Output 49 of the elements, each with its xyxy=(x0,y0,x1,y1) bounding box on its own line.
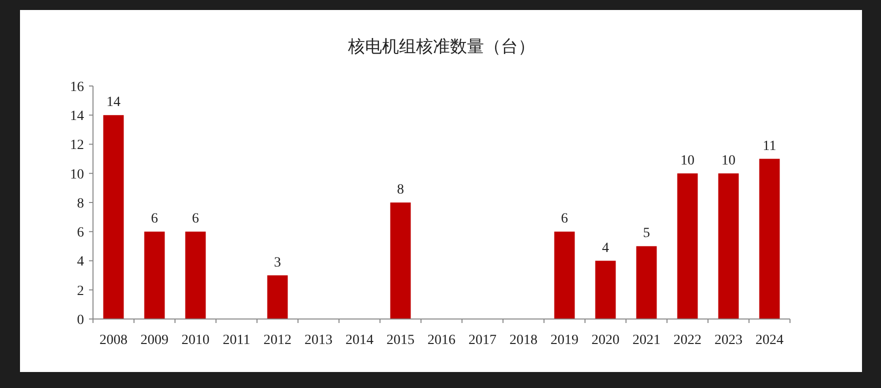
x-tick-label: 2024 xyxy=(756,333,784,348)
data-label: 8 xyxy=(397,182,404,198)
data-label: 14 xyxy=(106,95,120,110)
bar xyxy=(390,202,411,319)
y-tick-label: 2 xyxy=(77,284,84,299)
y-tick-label: 12 xyxy=(70,138,84,154)
bar xyxy=(595,260,616,319)
bar xyxy=(144,232,165,319)
x-tick-label: 2020 xyxy=(592,333,620,348)
bar xyxy=(718,173,739,319)
x-tick-label: 2023 xyxy=(714,333,742,348)
y-tick-label: 4 xyxy=(77,254,84,270)
x-tick-label: 2021 xyxy=(632,333,660,348)
bar xyxy=(185,232,206,319)
data-label: 4 xyxy=(602,240,609,256)
x-tick-label: 2008 xyxy=(100,333,128,348)
x-tick-label: 2017 xyxy=(468,333,496,348)
x-tick-label: 2019 xyxy=(550,333,578,348)
bar xyxy=(267,275,288,319)
data-label: 6 xyxy=(561,212,568,227)
y-tick-label: 10 xyxy=(70,167,84,182)
y-tick-label: 8 xyxy=(77,196,84,212)
chart-title: 核电机组核准数量（台） xyxy=(347,37,535,56)
y-tick-label: 0 xyxy=(77,312,84,328)
x-tick-label: 2018 xyxy=(510,333,538,348)
data-label: 10 xyxy=(722,153,736,168)
bar xyxy=(636,246,657,319)
data-label: 6 xyxy=(151,212,158,227)
x-tick-label: 2010 xyxy=(182,333,210,348)
bar xyxy=(759,158,780,319)
data-label: 6 xyxy=(192,212,199,227)
bar xyxy=(554,232,575,319)
data-label: 3 xyxy=(274,255,281,270)
bar xyxy=(677,173,698,319)
y-tick-label: 14 xyxy=(70,109,84,124)
data-label: 10 xyxy=(680,153,694,168)
x-tick-label: 2013 xyxy=(304,333,332,348)
bar xyxy=(103,115,124,319)
data-label: 11 xyxy=(762,138,776,154)
x-tick-label: 2022 xyxy=(674,333,702,348)
y-tick-label: 6 xyxy=(77,226,84,241)
x-tick-label: 2014 xyxy=(346,333,374,348)
y-tick-label: 16 xyxy=(70,80,84,95)
x-tick-label: 2016 xyxy=(428,333,456,348)
x-tick-label: 2011 xyxy=(222,333,250,348)
x-tick-label: 2012 xyxy=(264,333,292,348)
x-tick-label: 2015 xyxy=(386,333,414,348)
data-label: 5 xyxy=(643,226,650,242)
x-tick-label: 2009 xyxy=(140,333,168,348)
